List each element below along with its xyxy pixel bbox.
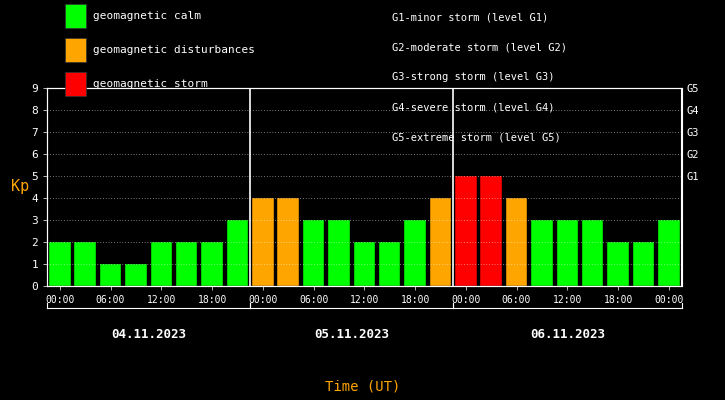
Bar bbox=[75, 242, 96, 286]
Text: G3-strong storm (level G3): G3-strong storm (level G3) bbox=[392, 72, 554, 82]
Bar bbox=[633, 242, 654, 286]
Bar bbox=[430, 198, 451, 286]
Text: G5-extreme storm (level G5): G5-extreme storm (level G5) bbox=[392, 132, 560, 142]
Bar bbox=[176, 242, 197, 286]
Text: geomagnetic calm: geomagnetic calm bbox=[93, 11, 201, 21]
Bar bbox=[278, 198, 299, 286]
Bar bbox=[608, 242, 629, 286]
Bar bbox=[658, 220, 679, 286]
Text: 05.11.2023: 05.11.2023 bbox=[314, 328, 389, 340]
Bar bbox=[481, 176, 502, 286]
Text: 04.11.2023: 04.11.2023 bbox=[111, 328, 186, 340]
Bar bbox=[100, 264, 121, 286]
Y-axis label: Kp: Kp bbox=[11, 180, 29, 194]
Bar bbox=[557, 220, 578, 286]
Text: geomagnetic disturbances: geomagnetic disturbances bbox=[93, 45, 254, 55]
Bar bbox=[151, 242, 172, 286]
Bar bbox=[455, 176, 476, 286]
Bar bbox=[125, 264, 146, 286]
Bar bbox=[252, 198, 273, 286]
Bar bbox=[227, 220, 248, 286]
Text: G2-moderate storm (level G2): G2-moderate storm (level G2) bbox=[392, 42, 566, 52]
Bar bbox=[49, 242, 70, 286]
Text: G1-minor storm (level G1): G1-minor storm (level G1) bbox=[392, 12, 548, 22]
Bar bbox=[506, 198, 527, 286]
Text: 06.11.2023: 06.11.2023 bbox=[530, 328, 605, 340]
Text: Time (UT): Time (UT) bbox=[325, 380, 400, 394]
Bar bbox=[582, 220, 603, 286]
Bar bbox=[328, 220, 349, 286]
Bar bbox=[531, 220, 552, 286]
Bar bbox=[303, 220, 324, 286]
Text: G4-severe storm (level G4): G4-severe storm (level G4) bbox=[392, 102, 554, 112]
Bar bbox=[405, 220, 426, 286]
Bar bbox=[202, 242, 223, 286]
Text: geomagnetic storm: geomagnetic storm bbox=[93, 79, 207, 89]
Bar bbox=[354, 242, 375, 286]
Bar bbox=[379, 242, 400, 286]
